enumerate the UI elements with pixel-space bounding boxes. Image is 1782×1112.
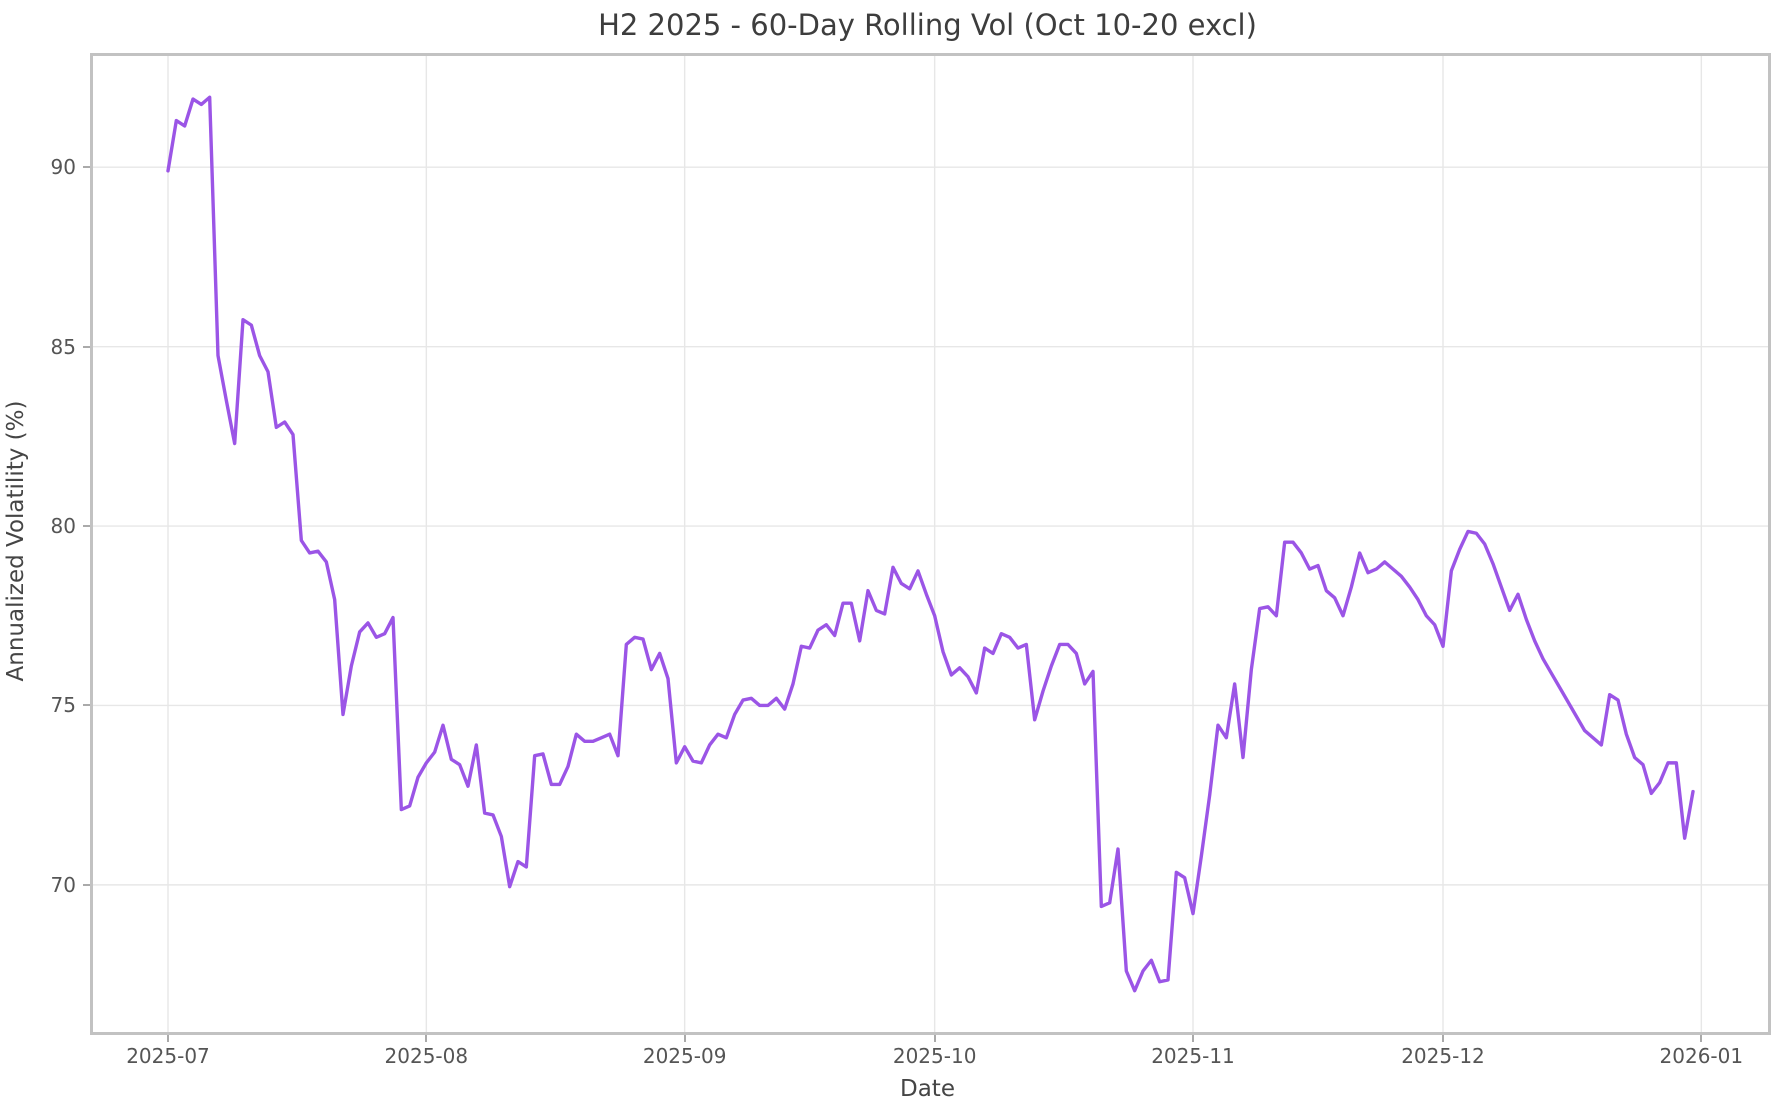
x-tick-mark bbox=[933, 1035, 936, 1042]
x-tick-mark bbox=[1700, 1035, 1703, 1042]
plot-area bbox=[90, 53, 1771, 1035]
y-tick-mark bbox=[83, 704, 90, 707]
chart-title: H2 2025 - 60-Day Rolling Vol (Oct 10-20 … bbox=[598, 8, 1257, 42]
y-tick-mark bbox=[83, 883, 90, 886]
x-tick-label: 2026-01 bbox=[1659, 1044, 1744, 1068]
chart-canvas bbox=[93, 56, 1768, 1032]
x-tick-mark bbox=[1442, 1035, 1444, 1042]
x-tick-mark bbox=[683, 1035, 686, 1042]
x-tick-label: 2025-11 bbox=[1151, 1044, 1235, 1068]
volatility-line bbox=[166, 95, 1695, 993]
x-tick-label: 2025-07 bbox=[126, 1044, 210, 1068]
y-tick-mark bbox=[83, 166, 90, 169]
x-tick-mark bbox=[425, 1035, 428, 1042]
y-tick-mark bbox=[83, 345, 90, 348]
y-tick-mark bbox=[83, 525, 90, 528]
y-tick-label: 70 bbox=[50, 872, 76, 897]
volatility-line-layer bbox=[166, 95, 1695, 993]
x-tick-mark bbox=[1192, 1035, 1194, 1042]
x-tick-label: 2025-09 bbox=[642, 1044, 727, 1068]
y-tick-label: 80 bbox=[50, 514, 76, 539]
x-tick-label: 2025-10 bbox=[892, 1044, 977, 1068]
x-tick-mark bbox=[167, 1035, 169, 1042]
y-tick-label: 85 bbox=[50, 334, 76, 359]
y-tick-label: 90 bbox=[50, 155, 76, 180]
x-axis-label: Date bbox=[900, 1076, 955, 1102]
y-axis-label: Annualized Volatility (%) bbox=[3, 400, 29, 682]
x-tick-label: 2025-08 bbox=[384, 1044, 469, 1068]
x-tick-label: 2025-12 bbox=[1401, 1044, 1485, 1068]
gridlines bbox=[93, 56, 1768, 1032]
y-tick-label: 75 bbox=[50, 693, 76, 718]
